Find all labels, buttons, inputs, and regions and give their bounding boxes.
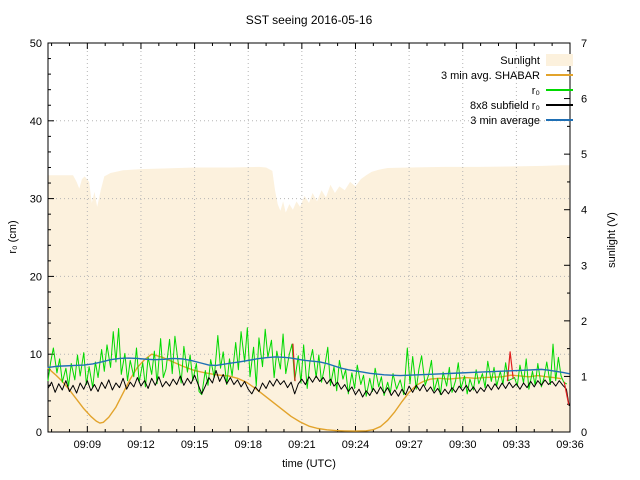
series-flagged-segment <box>563 381 570 405</box>
y2-tick-label: 2 <box>581 316 587 328</box>
x-tick-label: 09:18 <box>234 439 262 451</box>
legend-label: r₀ <box>532 85 540 97</box>
y-tick-label: 20 <box>30 271 42 283</box>
legend-label: 3 min average <box>470 115 540 127</box>
y2-tick-label: 4 <box>581 205 587 217</box>
series-3-min-average <box>47 356 570 377</box>
y2-tick-label: 0 <box>581 427 587 439</box>
legend-label: 3 min avg. SHABAR <box>441 70 540 82</box>
chart-title: SST seeing 2016-05-16 <box>245 13 373 27</box>
y-tick-label: 10 <box>30 349 42 361</box>
legend-swatch-area <box>546 54 573 66</box>
x-tick-label: 09:30 <box>449 439 477 451</box>
y2-tick-label: 3 <box>581 260 587 272</box>
x-tick-label: 09:21 <box>288 439 316 451</box>
y-tick-label: 40 <box>30 116 42 128</box>
x-tick-label: 09:36 <box>556 439 584 451</box>
series-8x8-subfield-r- <box>47 370 570 407</box>
legend-label: 8x8 subfield r₀ <box>470 100 540 112</box>
x-tick-label: 09:24 <box>342 439 370 451</box>
y2-tick-label: 7 <box>581 38 587 50</box>
series-3-min-avg-shabar <box>47 353 562 432</box>
x-tick-label: 09:09 <box>74 439 102 451</box>
x-tick-label: 09:27 <box>395 439 423 451</box>
series-r- <box>47 327 567 397</box>
y-tick-label: 0 <box>36 427 42 439</box>
y2-tick-label: 5 <box>581 149 587 161</box>
x-axis-label: time (UTC) <box>282 458 336 470</box>
x-tick-label: 09:12 <box>127 439 155 451</box>
legend-label: Sunlight <box>500 55 540 67</box>
series-flagged-segment <box>292 343 296 382</box>
y-tick-label: 50 <box>30 38 42 50</box>
x-tick-label: 09:15 <box>181 439 209 451</box>
sunlight-area <box>48 165 570 432</box>
y2-tick-label: 6 <box>581 94 587 106</box>
y2-tick-label: 1 <box>581 371 587 383</box>
y-tick-label: 30 <box>30 194 42 206</box>
x-tick-label: 09:33 <box>503 439 531 451</box>
